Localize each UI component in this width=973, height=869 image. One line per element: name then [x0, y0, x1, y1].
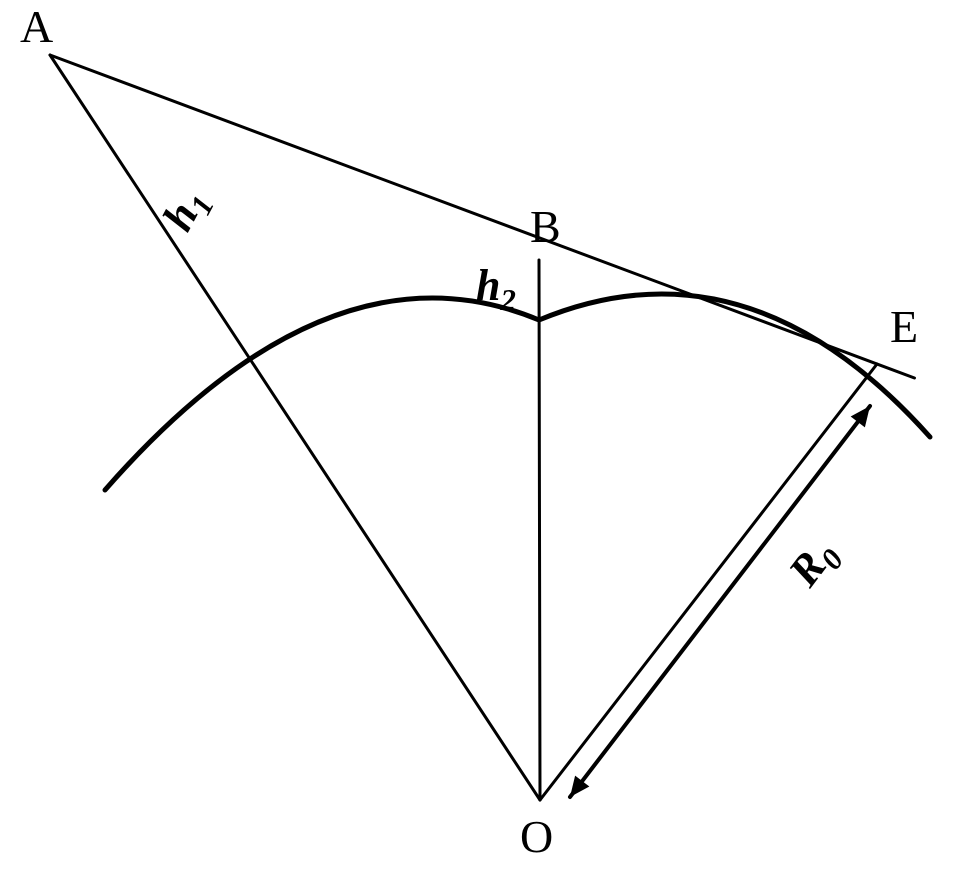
line-OA: [50, 55, 540, 800]
label-O: O: [520, 810, 553, 863]
label-A: A: [20, 0, 53, 53]
label-A-text: A: [20, 1, 53, 52]
line-OB: [539, 260, 540, 800]
earth-arc: [105, 294, 930, 490]
label-h2: h2: [476, 260, 516, 318]
label-B-text: B: [530, 201, 561, 252]
label-h2-sub: 2: [500, 283, 515, 317]
label-E-text: E: [890, 301, 918, 352]
dimension-R0: [570, 406, 870, 797]
label-h2-text: h: [476, 261, 500, 310]
label-O-text: O: [520, 811, 553, 862]
geometry-svg: [0, 0, 973, 869]
label-B: B: [530, 200, 561, 253]
label-E: E: [890, 300, 918, 353]
